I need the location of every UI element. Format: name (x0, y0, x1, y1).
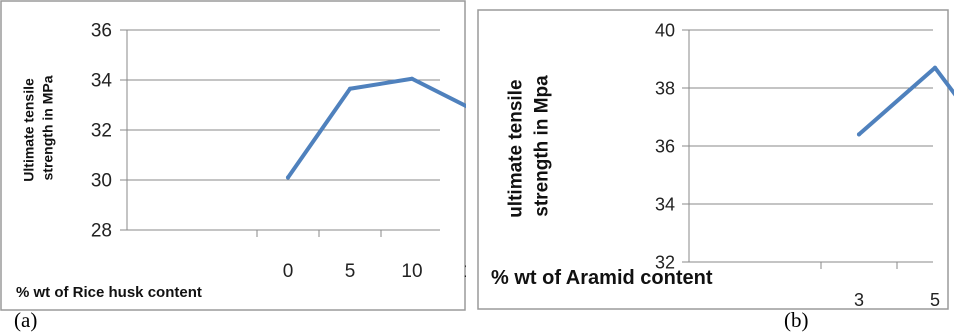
chart-b-data-point (857, 132, 861, 137)
caption-b: (b) (784, 308, 809, 332)
chart-b-data-point (933, 65, 937, 70)
chart-b-y-tick-label: 38 (655, 78, 675, 98)
chart-b-x-tick-label: 5 (930, 290, 940, 310)
chart-a-frame (0, 0, 466, 311)
chart-a-x-tick-label: 0 (283, 261, 294, 282)
chart-b-y-axis-label-line-1: ultimate tensile (506, 79, 527, 217)
chart-a-x-tick-label: 15 (463, 261, 466, 282)
chart-b-y-tick-label: 36 (655, 136, 675, 156)
chart-a-y-tick-label: 30 (91, 171, 112, 192)
chart-a-y-axis-label: Ultimate tensile strength in MPa (21, 74, 56, 181)
chart-a-x-tick-label: 10 (401, 261, 422, 282)
chart-b-y-axis-label: ultimate tensile strength in Mpa (506, 74, 553, 218)
chart-b-x-axis-label: % wt of Aramid content (491, 267, 713, 289)
chart-a-data-point (410, 76, 414, 81)
chart-b-y-tick-label: 32 (655, 252, 675, 272)
chart-a-data-point (286, 175, 290, 180)
chart-a-data-point (348, 86, 352, 91)
chart-a-y-tick-label: 34 (91, 71, 113, 92)
chart-a-x-axis-label: % wt of Rice husk content (16, 284, 202, 301)
chart-a-y-tick-label: 36 (91, 21, 112, 42)
chart-a-svg: 28 30 32 34 36 0 5 10 15 Ultimate tensile stren… (0, 0, 466, 311)
caption-a: (a) (14, 308, 38, 332)
chart-a-series-line (286, 76, 466, 180)
chart-a-y-tick-label: 28 (91, 221, 112, 242)
chart-b-frame (477, 9, 949, 310)
chart-panel-a: 28 30 32 34 36 0 5 10 15 Ultimate tensile stren… (0, 0, 466, 311)
chart-a-y-tick-label: 32 (91, 121, 112, 142)
chart-a-y-axis-label-line-1: Ultimate tensile (21, 78, 37, 182)
chart-b-y-tick-label: 34 (655, 194, 675, 214)
chart-b-y-axis-label-line-2: strength in Mpa (531, 75, 552, 217)
chart-b-y-tick-label: 40 (655, 20, 675, 40)
chart-a-x-tick-label: 5 (345, 261, 356, 282)
chart-b-x-tick-label: 3 (854, 290, 864, 310)
chart-a-y-axis-label-line-2: strength in MPa (40, 75, 56, 180)
